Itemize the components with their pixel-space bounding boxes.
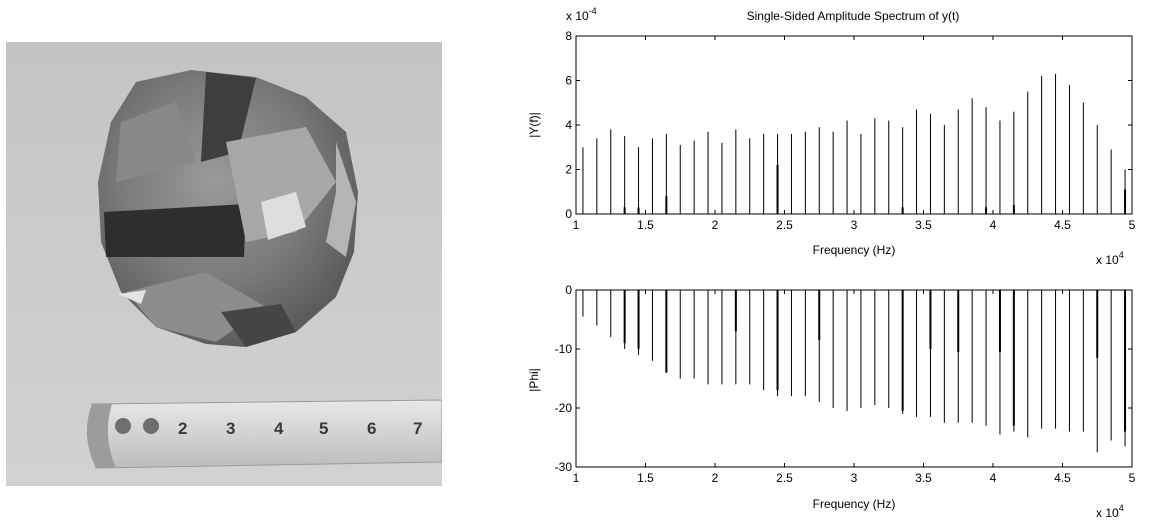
y-tick-label: 8 xyxy=(565,29,572,43)
tape-number: 3 xyxy=(226,419,235,438)
x-axis-multiplier-exponent: 4 xyxy=(1119,503,1124,513)
x-axis-multiplier: x 104 xyxy=(1096,503,1124,520)
x-tick-label: 5 xyxy=(1129,218,1136,232)
tape-number: 2 xyxy=(178,419,187,438)
x-tick-label: 4.5 xyxy=(1054,471,1071,485)
y-tick-label: -10 xyxy=(555,342,573,356)
y-axis-multiplier-base: x 10 xyxy=(566,9,589,23)
y-tick-label: -30 xyxy=(555,460,573,474)
y-tick-label: 6 xyxy=(565,74,572,88)
y-axis-label: |Y(f)| xyxy=(527,112,541,138)
x-tick-label: 1 xyxy=(573,218,580,232)
x-tick-label: 1.5 xyxy=(637,218,654,232)
x-axis-label: Frequency (Hz) xyxy=(813,243,896,257)
x-tick-label: 2.5 xyxy=(776,471,793,485)
tape-measure: 2 3 4 5 6 7 xyxy=(86,399,442,469)
x-axis-multiplier-base: x 10 xyxy=(1096,506,1119,520)
rock xyxy=(98,70,358,347)
y-tick-label: -20 xyxy=(555,401,573,415)
phase-spectrum-plot: |Phi| Frequency (Hz) x 104 1 1.5 2 2.5 3 3.5 4… xyxy=(527,283,1136,520)
tape-number: 6 xyxy=(367,419,376,438)
x-tick-label: 5 xyxy=(1129,471,1136,485)
x-axis-multiplier: x 104 xyxy=(1096,250,1124,267)
x-tick-label: 4.5 xyxy=(1054,218,1071,232)
y-tick-label: 0 xyxy=(565,207,572,221)
plot-frame xyxy=(575,289,1133,468)
x-tick-label: 4 xyxy=(990,218,997,232)
x-tick-label: 3 xyxy=(851,218,858,232)
plot-frame xyxy=(575,35,1133,215)
spectrum-charts: Single-Sided Amplitude Spectrum of y(t) … xyxy=(527,6,1136,520)
x-tick-label: 2 xyxy=(712,471,719,485)
x-tick-label: 3.5 xyxy=(915,471,932,485)
tape-number: 5 xyxy=(319,419,328,438)
x-tick-label: 3.5 xyxy=(915,218,932,232)
x-tick-label: 1 xyxy=(573,471,580,485)
x-tick-label: 1.5 xyxy=(637,471,654,485)
tape-number: 4 xyxy=(274,419,284,438)
y-tick-label: 2 xyxy=(565,163,572,177)
x-axis-label: Frequency (Hz) xyxy=(813,497,896,511)
y-tick-label: 4 xyxy=(565,118,572,132)
y-tick-label: 0 xyxy=(565,283,572,297)
tape-number: 7 xyxy=(413,419,422,438)
y-axis-multiplier-exponent: -4 xyxy=(589,6,597,16)
x-tick-label: 2 xyxy=(712,218,719,232)
y-axis-multiplier: x 10-4 xyxy=(566,6,597,23)
rock-sample-photo: 2 3 4 5 6 7 xyxy=(6,42,442,486)
x-axis-multiplier-base: x 10 xyxy=(1096,253,1119,267)
chart-title: Single-Sided Amplitude Spectrum of y(t) xyxy=(747,9,960,23)
y-axis-label: |Phi| xyxy=(527,368,541,392)
x-tick-label: 2.5 xyxy=(776,218,793,232)
x-axis-multiplier-exponent: 4 xyxy=(1119,250,1124,260)
x-tick-label: 4 xyxy=(990,471,997,485)
x-tick-label: 3 xyxy=(851,471,858,485)
amplitude-spectrum-plot: Single-Sided Amplitude Spectrum of y(t) … xyxy=(527,6,1136,267)
